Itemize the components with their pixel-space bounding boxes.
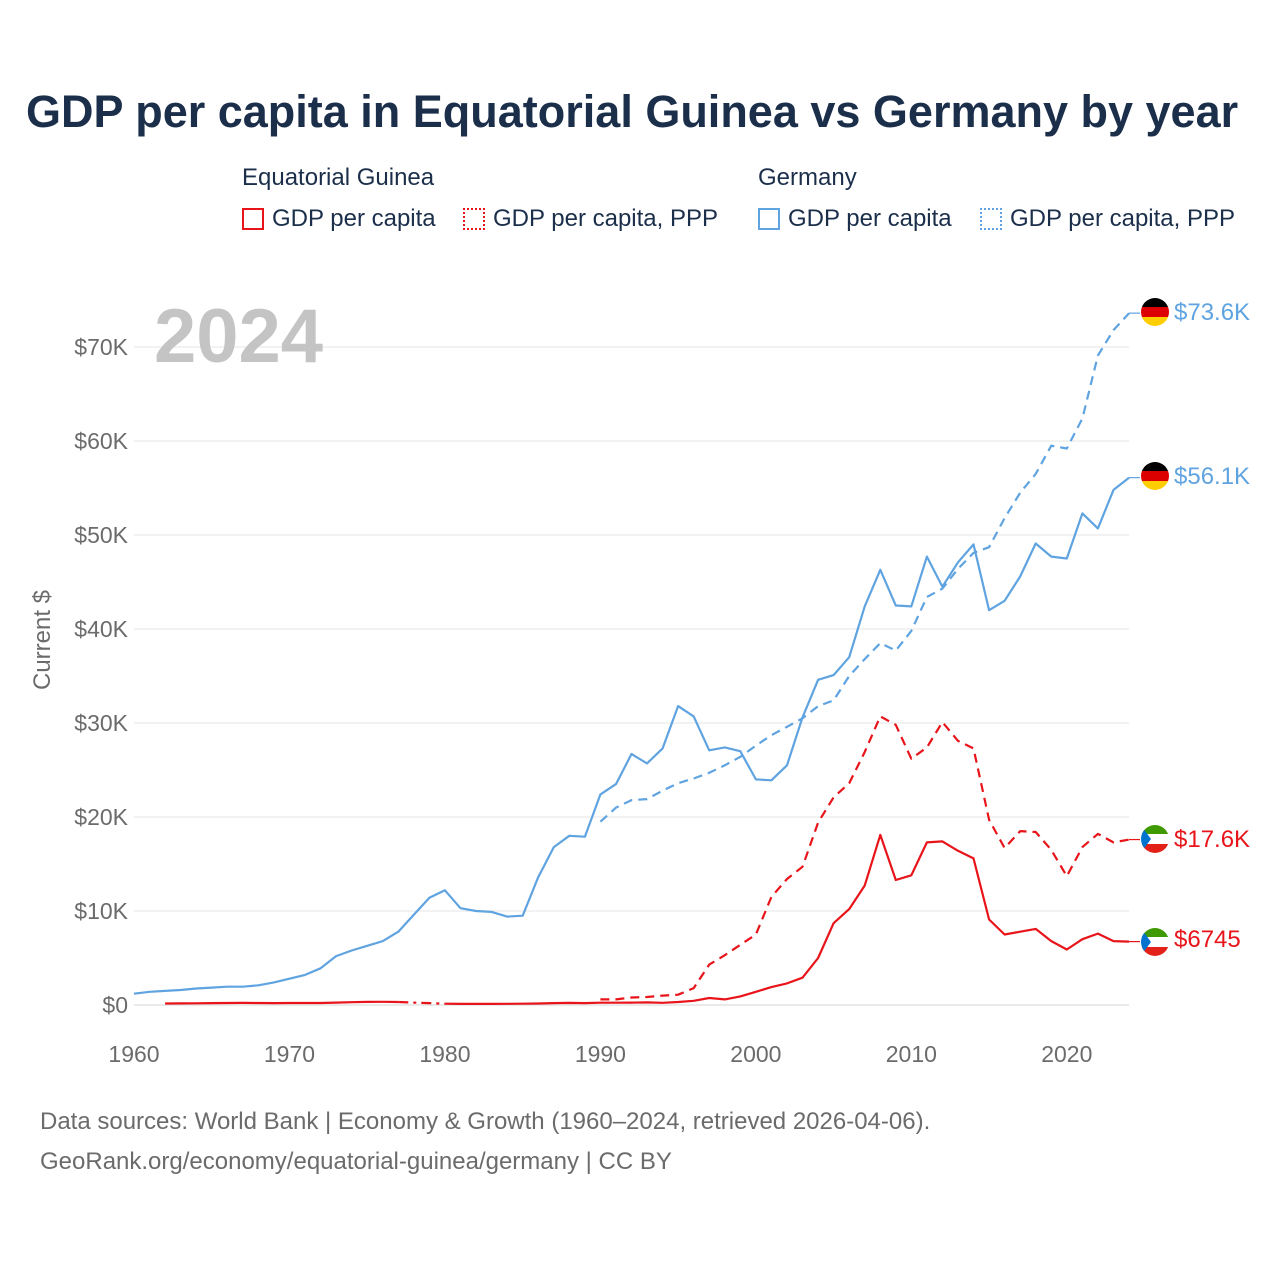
series-line-equatorial-guinea-gdp-per-capita[interactable]	[444, 833, 1130, 1006]
legend-label-de-gdp: GDP per capita	[788, 205, 952, 232]
chart-title: GDP per capita in Equatorial Guinea vs G…	[26, 86, 1239, 137]
x-tick-label: 1990	[575, 1041, 626, 1067]
series-line-germany-gdp-per-capita-ppp[interactable]	[599, 312, 1130, 823]
y-tick-label: $30K	[74, 710, 128, 736]
series-line-germany-gdp-per-capita[interactable]	[133, 476, 1130, 995]
end-label-eq-gdp: $6745	[1174, 926, 1241, 953]
y-tick-label: $20K	[74, 804, 128, 830]
y-tick-label: $70K	[74, 334, 128, 360]
equatorial-guinea-flag-icon	[1140, 927, 1170, 957]
end-label-de-ppp: $73.6K	[1174, 299, 1250, 326]
legend-label-de-ppp: GDP per capita, PPP	[1010, 205, 1235, 232]
legend-group-germany: Germany	[758, 164, 857, 191]
line-chart: 2024 $0 $10K $20K $30K $40K $50K $60K $70K 1960…	[29, 294, 1250, 1067]
x-axis-ticks: 1960 1970 1980 1990 2000 2010 2020	[108, 1041, 1092, 1067]
legend-label-eq-gdp: GDP per capita	[272, 205, 436, 232]
series-line-equatorial-guinea-gdp-per-capita-estimated-gap[interactable]	[398, 1000, 445, 1005]
series-lines	[133, 312, 1140, 1006]
legend-item-eq-gdp[interactable]: GDP per capita	[242, 205, 436, 233]
end-markers: $73.6K $56.1K $17.6K	[1140, 297, 1250, 957]
germany-flag-icon	[1140, 297, 1170, 327]
legend-group-equatorial-guinea: Equatorial Guinea	[242, 164, 435, 191]
x-tick-label: 2020	[1041, 1041, 1092, 1067]
y-tick-label: $60K	[74, 428, 128, 454]
year-watermark: 2024	[154, 294, 323, 379]
x-tick-label: 2010	[886, 1041, 937, 1067]
grid-lines	[134, 346, 1129, 1006]
legend-swatch-de-gdp	[758, 208, 780, 230]
footer-url: GeoRank.org/economy/equatorial-guinea/ge…	[40, 1148, 672, 1175]
y-axis-ticks: $0 $10K $20K $30K $40K $50K $60K $70K	[74, 334, 128, 1018]
legend-swatch-eq-ppp	[463, 208, 485, 230]
end-label-de-gdp: $56.1K	[1174, 463, 1250, 490]
footer-sources: Data sources: World Bank | Economy & Gro…	[40, 1108, 931, 1135]
x-tick-label: 1970	[264, 1041, 315, 1067]
legend-swatch-de-ppp	[980, 208, 1002, 230]
legend-item-eq-ppp[interactable]: GDP per capita, PPP	[463, 205, 718, 233]
y-tick-label: $50K	[74, 522, 128, 548]
x-tick-label: 2000	[730, 1041, 781, 1067]
y-tick-label: $10K	[74, 898, 128, 924]
y-tick-label: $0	[102, 992, 128, 1018]
series-line-equatorial-guinea-gdp-per-capita-ppp[interactable]	[600, 715, 1130, 1001]
legend-item-de-ppp[interactable]: GDP per capita, PPP	[980, 205, 1235, 233]
germany-flag-icon	[1140, 461, 1170, 491]
end-label-eq-ppp: $17.6K	[1174, 826, 1250, 853]
x-tick-label: 1960	[108, 1041, 159, 1067]
legend-label-eq-ppp: GDP per capita, PPP	[493, 205, 718, 232]
y-tick-label: $40K	[74, 616, 128, 642]
y-axis-label: Current $	[29, 590, 56, 690]
x-tick-label: 1980	[419, 1041, 470, 1067]
series-line-equatorial-guinea-gdp-per-capita[interactable]	[165, 1000, 399, 1005]
legend-item-de-gdp[interactable]: GDP per capita	[758, 205, 952, 233]
legend-swatch-eq-gdp	[242, 208, 264, 230]
equatorial-guinea-flag-icon	[1140, 824, 1170, 854]
